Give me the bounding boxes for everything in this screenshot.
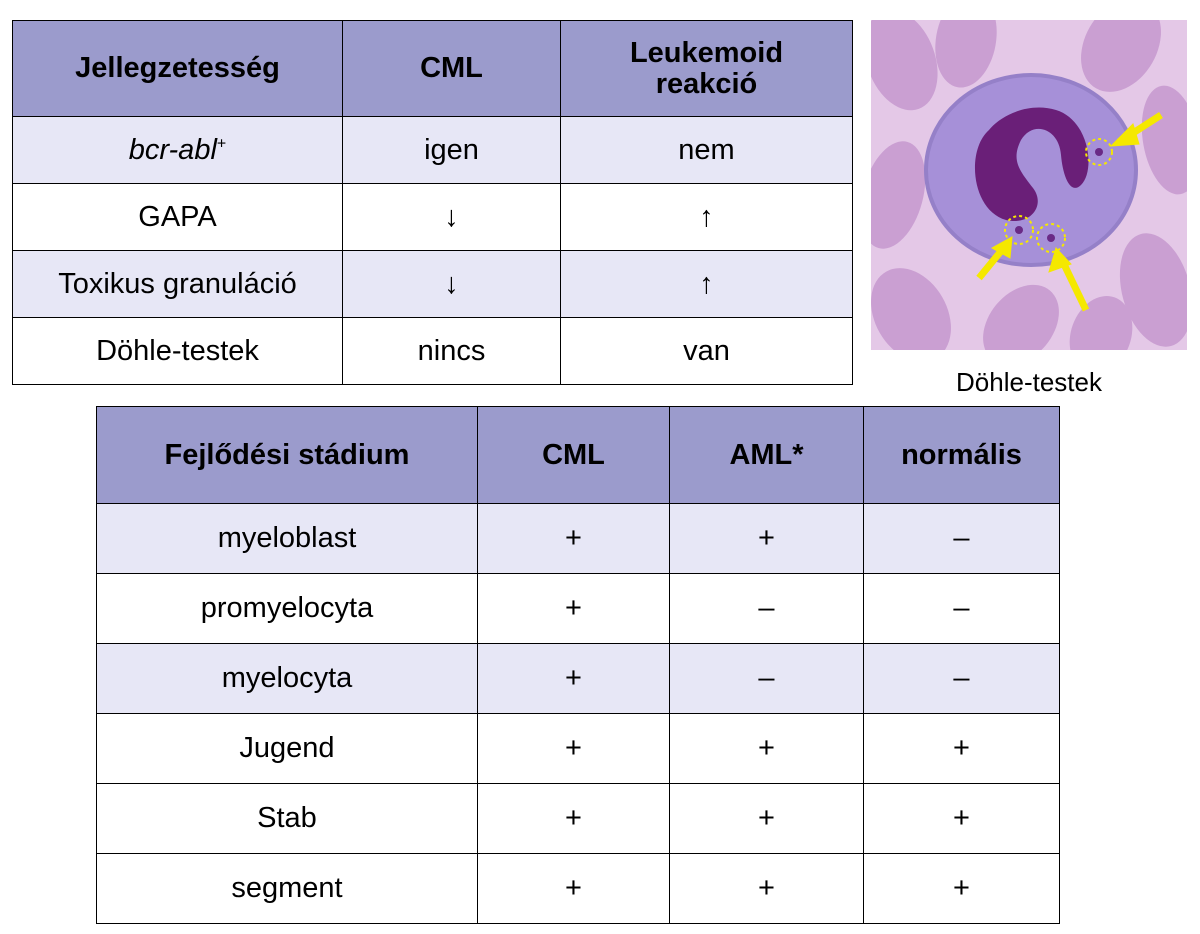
table-row: segment + + +: [96, 853, 1060, 924]
stage-label: promyelocyta: [96, 573, 478, 644]
cell-cml: +: [477, 573, 670, 644]
stage-label: myelocyta: [96, 643, 478, 714]
cell-cml: nincs: [342, 317, 561, 385]
table-row: Döhle-testek nincs van: [12, 317, 853, 385]
table-row: promyelocyta + – –: [96, 573, 1060, 644]
header-cml: CML: [342, 20, 561, 117]
dohle-body-circles: [1004, 138, 1113, 253]
cell-cml: ↓: [342, 183, 561, 251]
cell-cml: +: [477, 503, 670, 574]
row-label: Döhle-testek: [12, 317, 343, 385]
cell-cml: +: [477, 783, 670, 854]
cell-cml: igen: [342, 116, 561, 184]
row-label: GAPA: [12, 183, 343, 251]
cell-leukemoid: van: [560, 317, 853, 385]
table-header-row: Fejlődési stádium CML AML* normális: [96, 406, 1060, 504]
neutrophil-cytoplasm: [926, 75, 1136, 265]
row-label-italic: bcr-abl: [128, 133, 217, 166]
maturation-stage-table: Fejlődési stádium CML AML* normális myel…: [96, 406, 1060, 924]
cell-normal: +: [863, 713, 1060, 784]
cell-cml: +: [477, 643, 670, 714]
cell-leukemoid: ↑: [560, 250, 853, 318]
header-leukemoid-line1: Leukemoid: [629, 37, 784, 70]
row-label-superscript: +: [216, 134, 227, 152]
neutrophil-nucleus: [974, 107, 1089, 222]
cell-cml: ↓: [342, 250, 561, 318]
header-aml: AML*: [669, 406, 864, 504]
table-row: GAPA ↓ ↑: [12, 183, 853, 251]
cell-aml: –: [669, 573, 864, 644]
cell-cml: +: [477, 853, 670, 924]
image-caption: Döhle-testek: [956, 367, 1102, 397]
comparison-table: Jellegzetesség CML Leukemoid reakció bcr-…: [12, 20, 853, 385]
table-header-row: Jellegzetesség CML Leukemoid reakció: [12, 20, 853, 117]
red-blood-cells: [871, 20, 1187, 350]
header-feature: Jellegzetesség: [12, 20, 343, 117]
header-normal: normális: [863, 406, 1060, 504]
cell-normal: +: [863, 853, 1060, 924]
cell-aml: +: [669, 503, 864, 574]
table-row: Toxikus granuláció ↓ ↑: [12, 250, 853, 318]
cell-normal: –: [863, 573, 1060, 644]
cell-leukemoid: ↑: [560, 183, 853, 251]
cell-cml: +: [477, 713, 670, 784]
cell-aml: +: [669, 713, 864, 784]
header-leukemoid: Leukemoid reakció: [560, 20, 853, 117]
stage-label: Stab: [96, 783, 478, 854]
cell-leukemoid: nem: [560, 116, 853, 184]
table-row: myeloblast + + –: [96, 503, 1060, 574]
cell-aml: –: [669, 643, 864, 714]
cell-normal: +: [863, 783, 1060, 854]
yellow-arrows: [976, 112, 1163, 312]
cell-aml: +: [669, 853, 864, 924]
row-label: Toxikus granuláció: [12, 250, 343, 318]
stage-label: myeloblast: [96, 503, 478, 574]
table-row: bcr-abl+ igen nem: [12, 116, 853, 184]
stage-label: segment: [96, 853, 478, 924]
row-label: bcr-abl+: [12, 116, 343, 184]
table-row: Jugend + + +: [96, 713, 1060, 784]
cell-aml: +: [669, 783, 864, 854]
header-cml: CML: [477, 406, 670, 504]
dohle-bodies-micrograph: [871, 20, 1187, 350]
cell-normal: –: [863, 643, 1060, 714]
header-leukemoid-line2: reakció: [655, 67, 758, 100]
header-stage: Fejlődési stádium: [96, 406, 478, 504]
cell-normal: –: [863, 503, 1060, 574]
table-row: Stab + + +: [96, 783, 1060, 854]
stage-label: Jugend: [96, 713, 478, 784]
table-row: myelocyta + – –: [96, 643, 1060, 714]
dohle-bodies: [1015, 148, 1103, 242]
